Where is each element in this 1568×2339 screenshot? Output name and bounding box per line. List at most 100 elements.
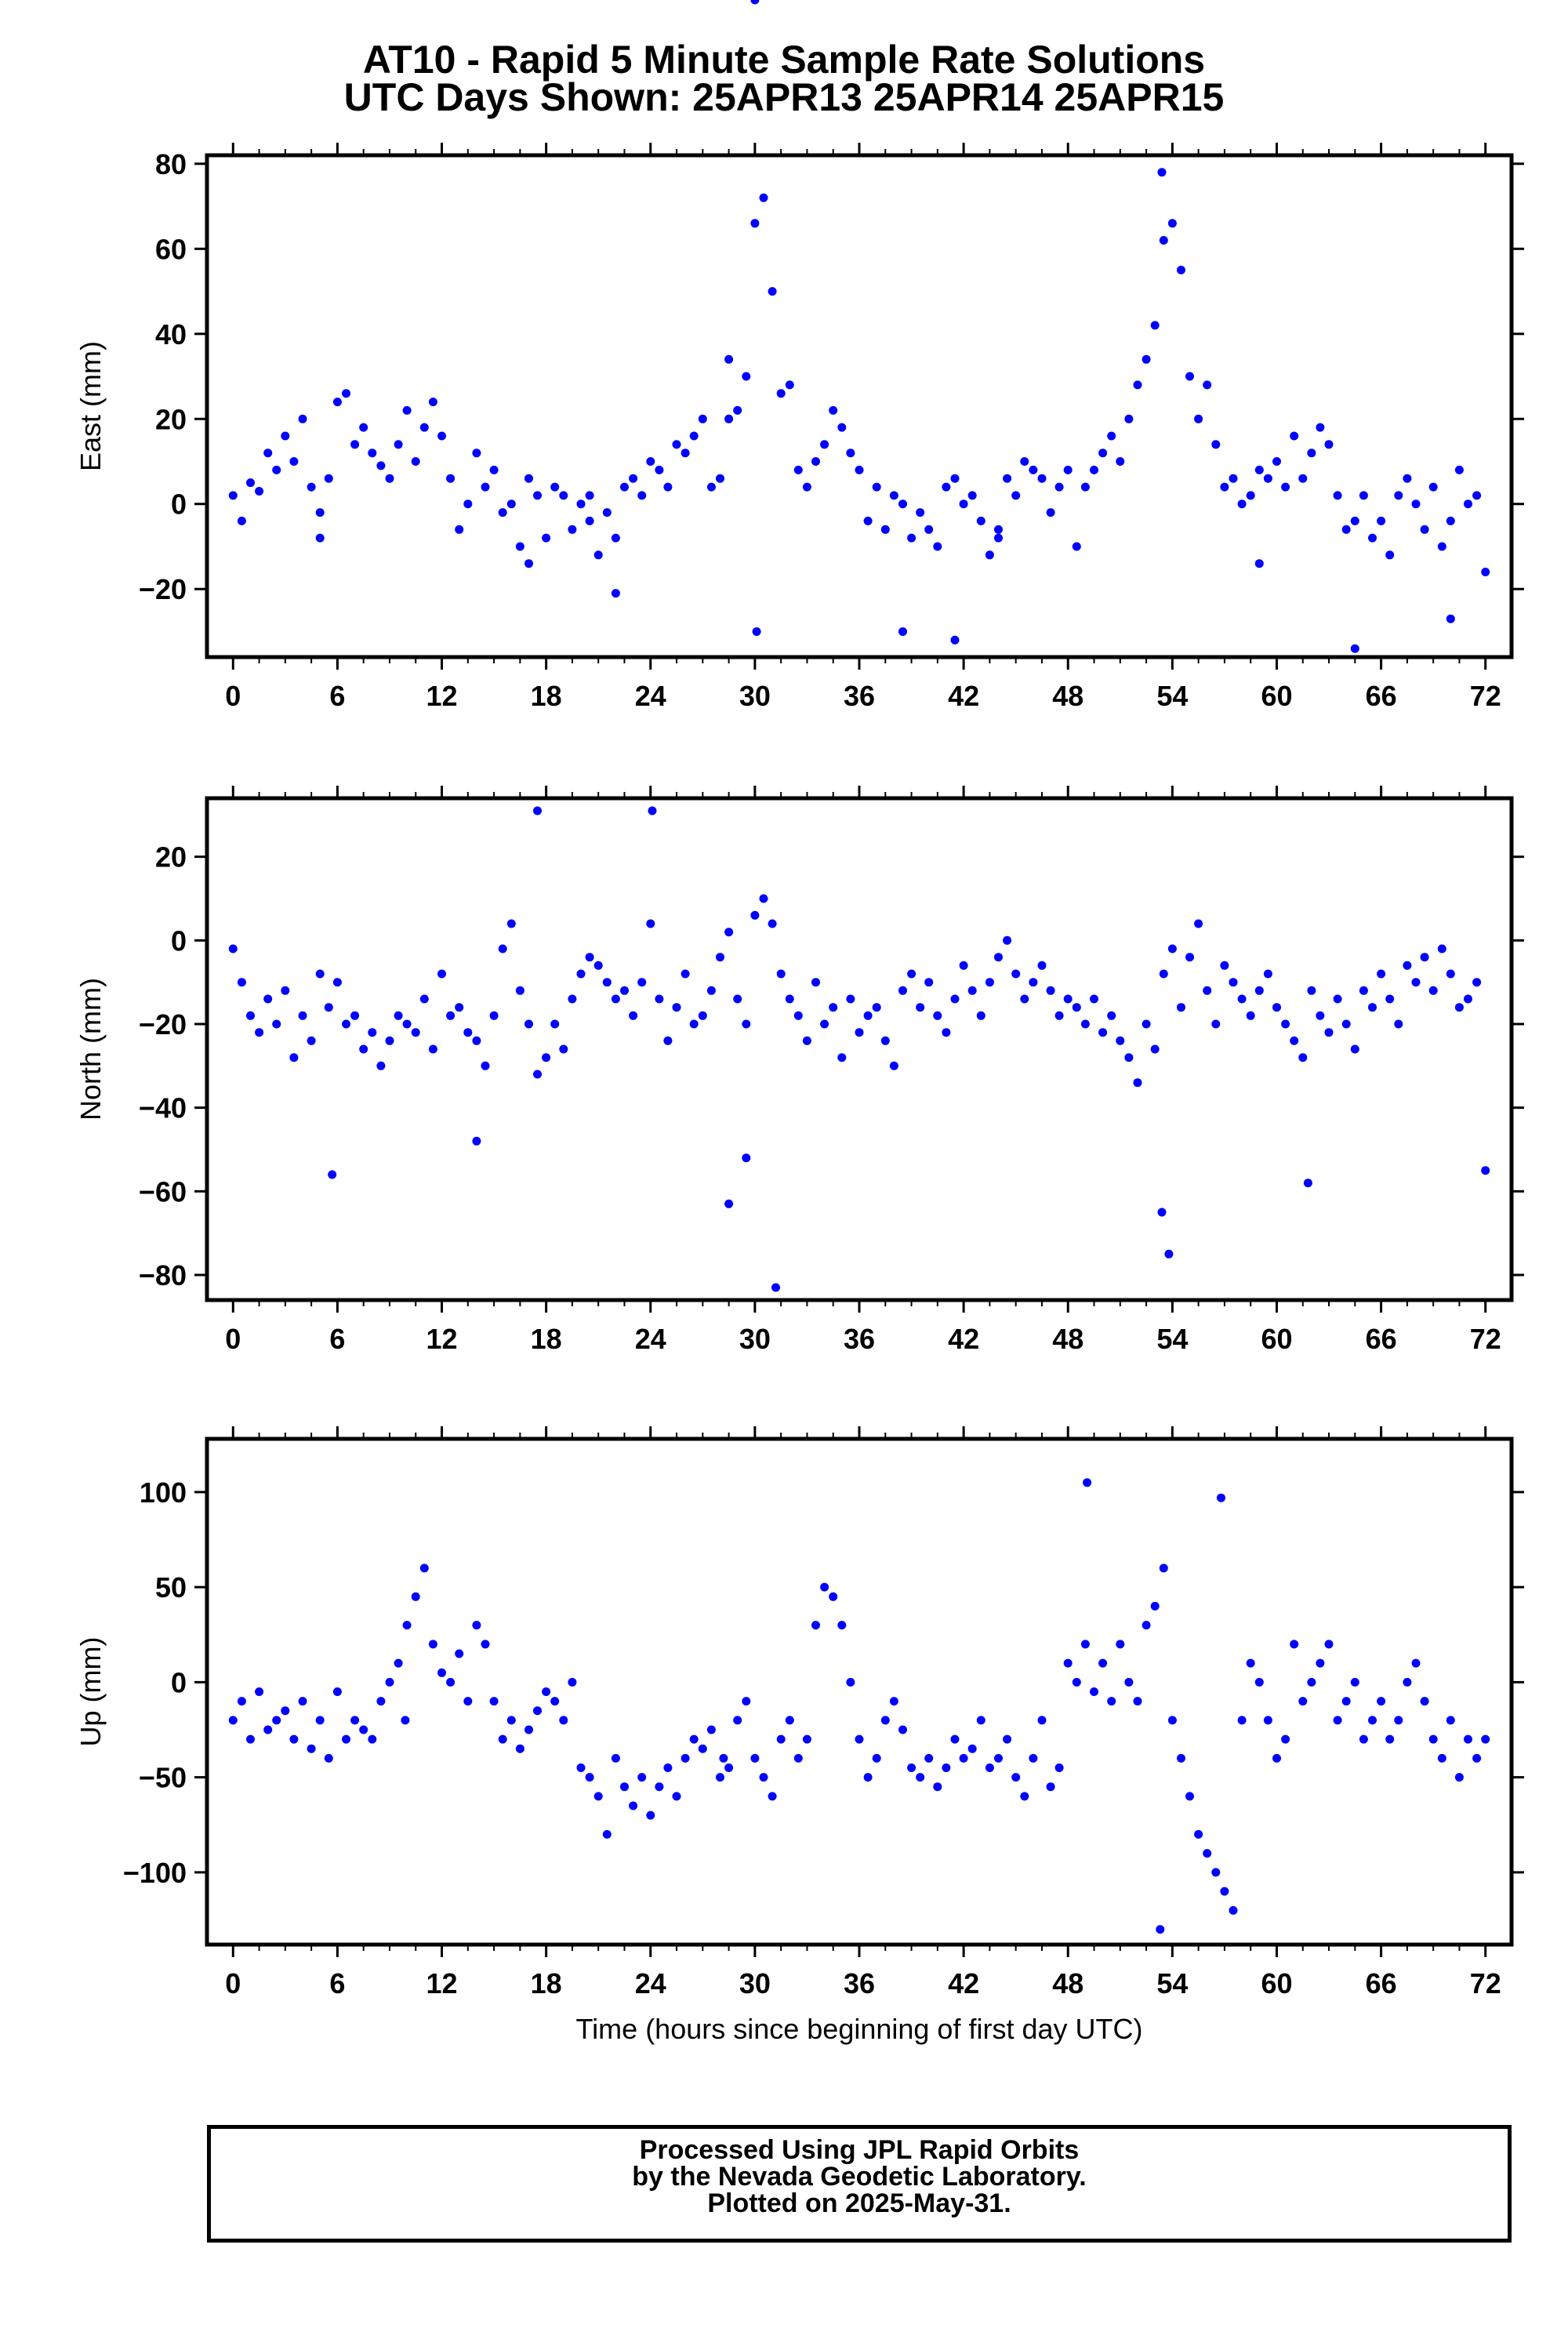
data-point — [1254, 465, 1264, 474]
data-point — [1324, 440, 1334, 449]
data-point — [1054, 1763, 1064, 1772]
data-point — [455, 525, 464, 534]
data-point — [742, 1153, 751, 1163]
data-point — [255, 487, 264, 496]
y-tick-label: −100 — [123, 1857, 187, 1889]
data-point — [402, 405, 412, 415]
data-point — [1063, 465, 1073, 474]
x-tick-label: 36 — [844, 680, 875, 712]
data-point — [376, 1061, 386, 1070]
data-point — [585, 516, 594, 525]
footer-line-3: Plotted on 2025-May-31. — [707, 2188, 1011, 2218]
data-point — [1133, 380, 1142, 390]
data-point — [648, 806, 657, 815]
data-point — [515, 542, 524, 551]
data-point — [698, 1011, 707, 1020]
data-point — [802, 1036, 811, 1045]
data-point — [1046, 986, 1055, 995]
data-point — [472, 1621, 481, 1630]
data-point — [506, 1716, 516, 1725]
data-point — [401, 1716, 410, 1725]
data-point — [1298, 1697, 1308, 1706]
data-point — [1003, 474, 1012, 483]
data-point — [724, 928, 734, 937]
data-point — [1167, 219, 1177, 228]
data-point — [228, 1716, 238, 1725]
data-point — [1359, 1734, 1368, 1744]
data-point — [255, 1687, 264, 1696]
data-point — [889, 491, 898, 500]
data-point — [1124, 1677, 1134, 1687]
x-tick-label: 60 — [1261, 680, 1292, 712]
data-point — [646, 457, 655, 466]
chart-title: AT10 - Rapid 5 Minute Sample Rate Soluti… — [0, 40, 1568, 117]
data-point — [350, 1011, 360, 1020]
x-tick-label: 6 — [329, 1323, 345, 1355]
data-point — [637, 978, 647, 987]
data-point — [942, 482, 951, 492]
data-point — [1437, 944, 1446, 953]
data-point — [437, 969, 446, 979]
data-point — [1454, 1773, 1464, 1782]
footer-line-2: by the Nevada Geodetic Laboratory. — [632, 2162, 1087, 2192]
data-point — [1385, 994, 1395, 1004]
data-point — [768, 287, 777, 296]
data-point — [646, 1811, 655, 1820]
data-point — [1377, 969, 1386, 979]
data-point — [576, 499, 586, 509]
data-point — [706, 482, 716, 492]
data-point — [568, 525, 577, 534]
data-point — [655, 465, 664, 474]
data-point — [724, 1763, 734, 1772]
data-point — [1211, 1019, 1221, 1029]
data-point — [315, 533, 325, 543]
y-tick-label: 20 — [155, 841, 187, 873]
data-point — [933, 542, 942, 551]
data-point — [1177, 265, 1185, 274]
data-point — [394, 440, 403, 449]
data-point — [959, 499, 968, 509]
data-point — [1211, 440, 1221, 449]
data-point — [1029, 1753, 1038, 1763]
data-point — [1072, 1003, 1081, 1012]
data-point — [716, 1773, 724, 1782]
data-point — [402, 1019, 412, 1029]
data-point — [1194, 414, 1203, 423]
data-point — [515, 1744, 524, 1753]
data-point — [820, 1582, 829, 1592]
data-point — [1063, 1658, 1073, 1668]
data-point — [542, 533, 551, 543]
data-point — [385, 1677, 394, 1687]
data-point — [967, 986, 977, 995]
data-point — [1324, 1640, 1334, 1649]
data-point — [1420, 1697, 1429, 1706]
data-point — [776, 389, 786, 398]
data-point — [489, 1697, 499, 1706]
data-point — [1298, 474, 1308, 483]
data-point — [689, 431, 699, 441]
data-point — [585, 491, 594, 500]
data-point — [324, 1003, 333, 1012]
data-point — [663, 482, 673, 492]
data-point — [1116, 1036, 1125, 1045]
data-point — [315, 508, 325, 518]
data-point — [1116, 1640, 1125, 1649]
data-point — [1054, 1011, 1064, 1020]
y-tick-label: 0 — [171, 1666, 187, 1698]
data-point — [837, 423, 847, 432]
data-point — [394, 1011, 403, 1020]
data-point — [481, 1640, 490, 1649]
x-tick-label: 60 — [1261, 1967, 1292, 1999]
data-point — [1220, 1887, 1229, 1896]
data-point — [307, 482, 316, 492]
data-point — [733, 405, 742, 415]
data-point — [1229, 1905, 1238, 1915]
x-tick-label: 18 — [531, 1323, 562, 1355]
data-point — [1307, 449, 1316, 458]
data-point — [385, 1036, 394, 1045]
data-point — [246, 478, 255, 488]
data-point — [811, 457, 820, 466]
data-point — [472, 1036, 481, 1045]
data-point — [1350, 644, 1359, 653]
data-point — [1263, 969, 1272, 979]
